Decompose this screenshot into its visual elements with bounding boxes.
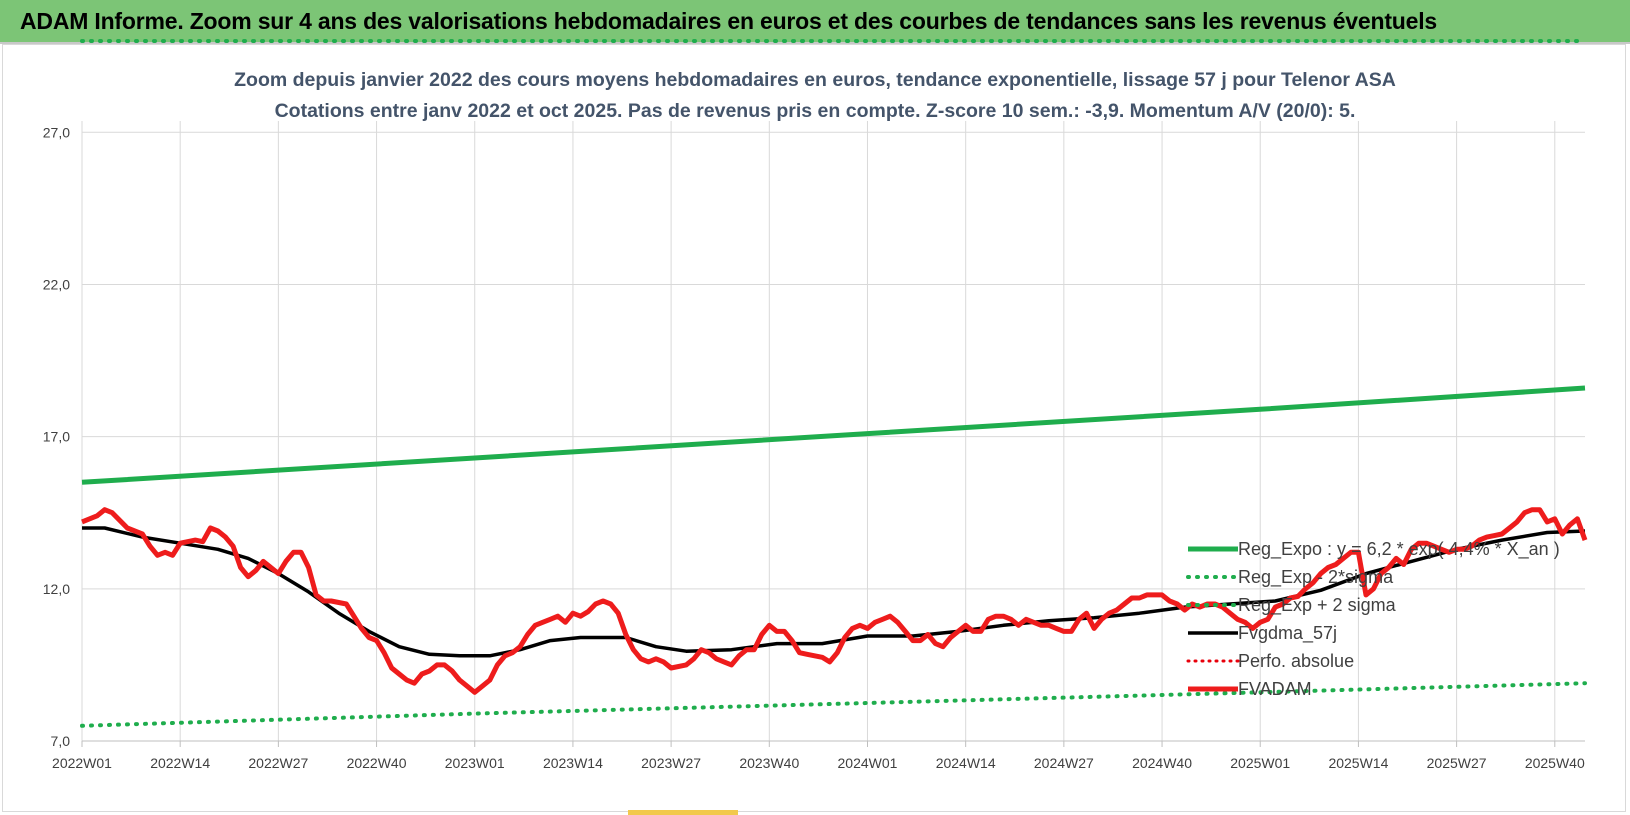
- y-tick-label: 27,0: [43, 124, 70, 140]
- scroll-indicator: [628, 810, 738, 815]
- x-tick-label: 2025W14: [1328, 755, 1388, 771]
- report-banner: ADAM Informe. Zoom sur 4 ans des valoris…: [0, 0, 1630, 44]
- series-lines: [80, 39, 1588, 728]
- legend-label: FVADAM: [1238, 679, 1312, 699]
- axes: 7,0 12,0 17,0 22,0 27,0 2022W01 2022W14 2022W27…: [43, 124, 1585, 771]
- report-title: ADAM Informe. Zoom sur 4 ans des valoris…: [20, 8, 1438, 34]
- chart-title-line1: Zoom depuis janvier 2022 des cours moyen…: [234, 69, 1396, 91]
- legend-label: Reg_Exp + 2 sigma: [1238, 595, 1397, 616]
- legend-label: Reg_Expo : y = 6,2 * exp( 4,4% * X_an ): [1238, 539, 1560, 560]
- x-tick-label: 2022W27: [248, 755, 308, 771]
- series-line-reg-exp-2-sigma: [80, 681, 1587, 728]
- x-tick-label: 2024W01: [838, 755, 898, 771]
- x-tick-label: 2022W14: [150, 755, 210, 771]
- series-line-fvadam: [81, 507, 1588, 695]
- x-tick-label: 2025W01: [1230, 755, 1290, 771]
- legend-label: Fvgdma_57j: [1238, 623, 1337, 644]
- y-tick-label: 22,0: [43, 276, 70, 292]
- x-tick-label: 2024W14: [936, 755, 996, 771]
- x-tick-label: 2025W40: [1525, 755, 1585, 771]
- x-tick-label: 2023W27: [641, 755, 701, 771]
- x-tick-label: 2022W40: [347, 755, 407, 771]
- y-tick-label: 17,0: [43, 429, 70, 445]
- gridlines: [81, 121, 1585, 742]
- chart-title-line2: Cotations entre janv 2022 et oct 2025. P…: [275, 100, 1356, 122]
- x-tick-label: 2024W27: [1034, 755, 1094, 771]
- x-tick-label: 2025W27: [1427, 755, 1487, 771]
- x-tick-label: 2022W01: [52, 755, 112, 771]
- y-tick-label: 7,0: [51, 733, 71, 749]
- chart-frame: [2, 44, 1626, 812]
- x-tick-label: 2023W40: [739, 755, 799, 771]
- legend-label: Perfo. absolue: [1238, 651, 1354, 671]
- legend-label: Reg_Exp - 2*sigma: [1238, 567, 1394, 588]
- x-tick-label: 2024W40: [1132, 755, 1192, 771]
- y-tick-label: 12,0: [43, 581, 70, 597]
- x-tick-label: 2023W01: [445, 755, 505, 771]
- x-tick-label: 2023W14: [543, 755, 603, 771]
- series-line-reg-expo-y-6-2-exp-4-4-x-an: [81, 385, 1586, 485]
- legend: Reg_Expo : y = 6,2 * exp( 4,4% * X_an ) R…: [1186, 539, 1560, 699]
